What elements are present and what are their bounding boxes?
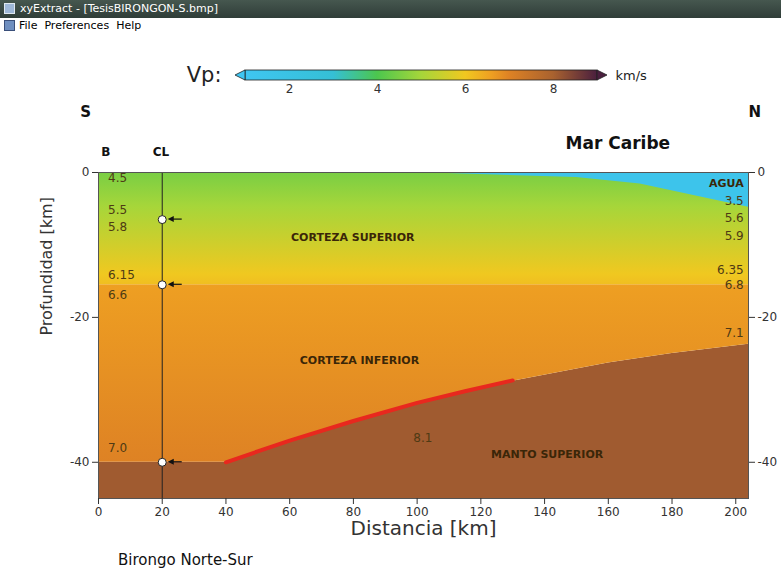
svg-text:6.8: 6.8 [725,278,744,292]
svg-text:5.8: 5.8 [108,220,127,234]
html-text:Birongo Norte-Sur: Birongo Norte-Sur [118,551,253,569]
svg-text:0: 0 [95,505,103,519]
svg-text:MANTO SUPERIOR: MANTO SUPERIOR [491,448,604,461]
svg-text:6.35: 6.35 [717,263,744,277]
svg-text:Profundidad [km]: Profundidad [km] [37,197,56,335]
html-text:Preferences: Preferences [44,19,110,32]
svg-text:AGUA: AGUA [709,177,744,190]
svg-text:40: 40 [218,505,233,519]
svg-text:120: 120 [469,505,493,519]
svg-text:6: 6 [462,82,470,96]
html-text:xyExtract - [TesisBIRONGON-S.b: xyExtract - [TesisBIRONGON-S.bmp] [20,2,218,15]
svg-text:160: 160 [597,505,620,519]
svg-text:5.5: 5.5 [108,203,127,217]
svg-text:CORTEZA SUPERIOR: CORTEZA SUPERIOR [291,231,415,244]
svg-text:Distancia [km]: Distancia [km] [351,516,497,540]
svg-text:5.6: 5.6 [725,211,744,225]
svg-text:80: 80 [345,505,361,519]
svg-text:6.6: 6.6 [108,288,127,302]
svg-text:8: 8 [550,82,558,96]
svg-text:7.0: 7.0 [108,441,127,455]
svg-text:8.1: 8.1 [413,431,432,445]
svg-text:4.5: 4.5 [108,171,127,185]
svg-text:Vp:: Vp: [187,63,222,87]
svg-text:3.5: 3.5 [725,194,744,208]
svg-text:180: 180 [661,505,684,519]
svg-text:100: 100 [405,505,429,519]
svg-text:-40: -40 [758,455,778,469]
svg-text:km/s: km/s [616,68,648,83]
svg-text:7.1: 7.1 [725,326,744,340]
svg-text:-20: -20 [758,310,778,324]
svg-text:CORTEZA INFERIOR: CORTEZA INFERIOR [300,354,420,367]
svg-text:60: 60 [282,505,297,519]
svg-text:5.9: 5.9 [725,229,744,243]
svg-text:-40: -40 [70,455,90,469]
svg-text:6.15: 6.15 [108,268,135,282]
svg-text:N: N [749,103,762,121]
svg-text:0: 0 [758,165,766,179]
svg-text:2: 2 [286,82,294,96]
html-text:Help: Help [116,19,142,32]
svg-text:4: 4 [374,82,382,96]
svg-text:200: 200 [724,505,747,519]
svg-text:S: S [80,103,91,121]
svg-text:20: 20 [155,505,170,519]
html-text:File: File [19,19,38,32]
svg-text:Mar Caribe: Mar Caribe [566,133,671,153]
svg-text:140: 140 [533,505,556,519]
svg-text:0: 0 [82,165,90,179]
svg-text:B: B [101,145,110,159]
svg-text:-20: -20 [70,310,90,324]
svg-text:CL: CL [153,145,170,159]
